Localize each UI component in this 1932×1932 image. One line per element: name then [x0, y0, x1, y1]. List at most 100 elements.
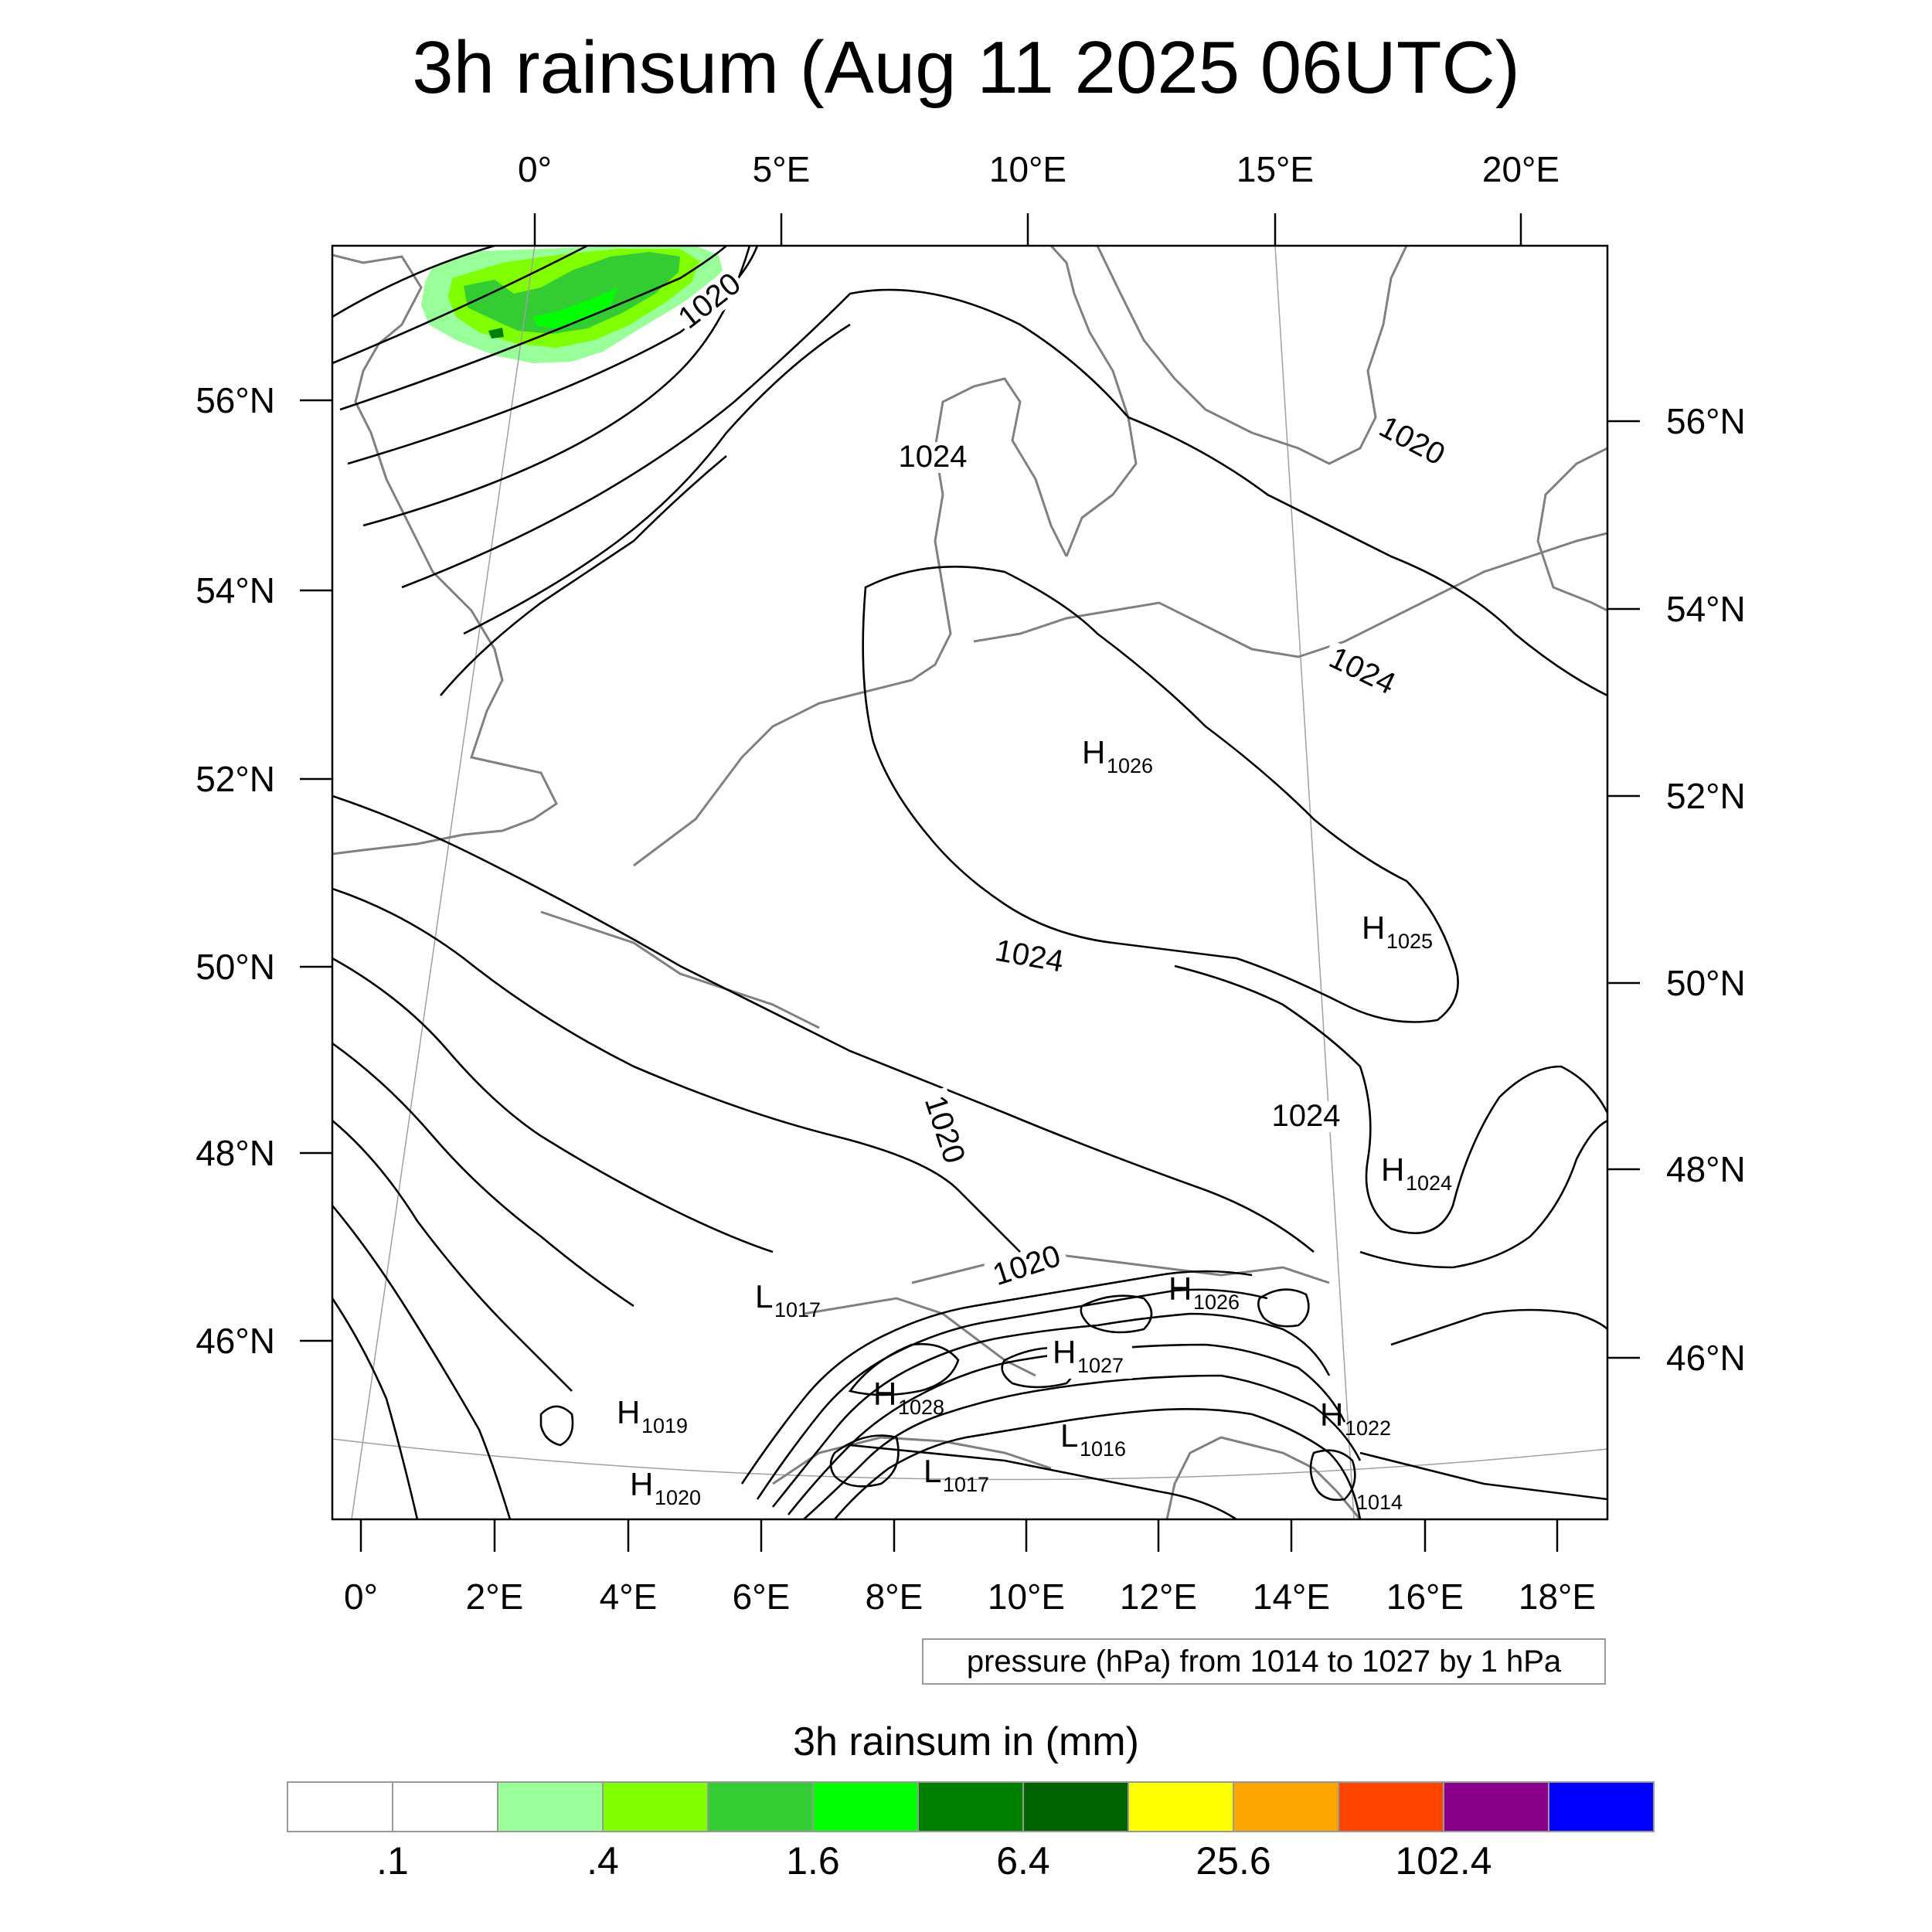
bottom-lon-label: 10°E [988, 1577, 1065, 1617]
svg-text:H: H [1053, 1334, 1076, 1370]
colorbar [287, 1781, 1655, 1832]
pressure-center: H 1022 [1320, 1396, 1391, 1440]
isobar-label: 1024 [899, 440, 968, 474]
top-lon-label: 0° [518, 149, 552, 189]
right-lat-label: 46°N [1666, 1338, 1746, 1378]
isobar [332, 1120, 573, 1392]
bottom-lon-label: 2°E [466, 1577, 524, 1617]
isobar [332, 1042, 634, 1308]
rain-shading [421, 246, 723, 363]
alpine-isobar [756, 1288, 1268, 1500]
isobar [332, 246, 495, 318]
top-lon-label: 20°E [1482, 149, 1560, 189]
border-france-belgium [540, 910, 820, 1029]
pressure-center: H 1024 [1381, 1151, 1452, 1195]
isobar [332, 1298, 419, 1519]
svg-text:H: H [617, 1394, 640, 1430]
isobar [849, 1444, 1237, 1519]
svg-text:1020: 1020 [655, 1486, 701, 1509]
pressure-center: L 1017 [923, 1453, 989, 1496]
isobar [1359, 1451, 1607, 1501]
svg-text:1026: 1026 [1107, 754, 1153, 777]
isobar [332, 246, 588, 365]
alpine-isobar [1080, 1294, 1153, 1334]
isobar [332, 1205, 512, 1519]
pressure-center: 1014 [1356, 1491, 1403, 1514]
colorbar-label: .4 [587, 1839, 619, 1883]
alpine-isobar [829, 1434, 900, 1488]
contour-info-box: pressure (hPa) from 1014 to 1027 by 1 hP… [922, 1638, 1606, 1685]
meridian-15e [1274, 246, 1355, 1519]
alpine-isobar [803, 1374, 1362, 1519]
bottom-lon-label: 16°E [1386, 1577, 1464, 1617]
left-lat-label: 52°N [196, 759, 275, 799]
rain-area-dark [488, 328, 504, 338]
svg-text:H: H [1082, 734, 1105, 770]
pressure-center: H 1028 [873, 1376, 944, 1419]
svg-text:H: H [1320, 1396, 1343, 1433]
svg-text:H: H [1168, 1270, 1192, 1307]
pressure-center: H 1027 [1047, 1334, 1132, 1379]
coast-sweden [1096, 246, 1408, 465]
alpine-isobar [848, 1342, 960, 1396]
colorbar-label: 102.4 [1395, 1839, 1492, 1883]
right-lat-label: 48°N [1666, 1149, 1746, 1189]
colorbar-swatch [602, 1781, 709, 1832]
isobar [332, 957, 774, 1253]
isobar-label: 1020 [918, 1091, 971, 1167]
right-lat-label: 56°N [1666, 401, 1746, 441]
right-latitude-labels: 56°N 54°N 52°N 50°N 48°N 46°N [1666, 401, 1746, 1378]
svg-text:1017: 1017 [774, 1298, 821, 1321]
bottom-lon-label: 18°E [1519, 1577, 1596, 1617]
meridian-0 [351, 246, 536, 1519]
svg-text:1028: 1028 [898, 1396, 944, 1419]
top-lon-label: 15°E [1236, 149, 1314, 189]
colorbar-swatch [392, 1781, 498, 1832]
svg-text:L: L [755, 1278, 773, 1315]
pressure-centers: H 1026 H 1025 H 1024 L 1017 H 1026 H 1027 H 102… [617, 734, 1452, 1514]
colorbar-swatch [1443, 1781, 1549, 1832]
isobar-label: 1024 [992, 934, 1066, 979]
isobar-labels: 1020 1024 1020 1024 1024 1020 [671, 267, 1454, 1294]
top-lon-label: 5°E [753, 149, 811, 189]
isobar [862, 566, 1459, 1023]
colorbar-swatch [1128, 1781, 1234, 1832]
rain-area-heavy [464, 252, 680, 334]
colorbar-swatch [812, 1781, 919, 1832]
right-lat-label: 52°N [1666, 776, 1746, 816]
alpine-isobar [740, 1270, 1253, 1485]
alpine-isobar [539, 1405, 574, 1447]
colorbar-swatch [707, 1781, 814, 1832]
isobar [440, 455, 727, 696]
svg-text:1025: 1025 [1386, 930, 1433, 953]
top-longitude-labels: 0° 5°E 10°E 15°E 20°E [518, 149, 1560, 189]
bottom-lon-label: 14°E [1253, 1577, 1330, 1617]
svg-text:H: H [1362, 910, 1385, 946]
pressure-center: H 1025 [1362, 910, 1433, 953]
svg-text:H: H [873, 1376, 896, 1412]
isobar [332, 887, 1021, 1253]
pressure-center: H 1026 [1168, 1270, 1240, 1314]
alpine-isobar [834, 1408, 1362, 1519]
alpine-isobar [1257, 1288, 1310, 1328]
colorbar-title: 3h rainsum in (mm) [793, 1719, 1139, 1764]
svg-text:L: L [1060, 1417, 1078, 1454]
left-lat-label: 46°N [196, 1321, 275, 1361]
colorbar-swatch [1548, 1781, 1655, 1832]
left-lat-label: 56°N [196, 380, 275, 420]
coast-baltic-east [1536, 447, 1607, 612]
colorbar-label: 25.6 [1196, 1839, 1270, 1883]
coast-denmark-east [1049, 246, 1138, 557]
rain-area-bright [533, 287, 618, 328]
map-frame [331, 244, 1609, 1521]
colorbar-label: 1.6 [786, 1839, 840, 1883]
coast-adriatic [1165, 1436, 1362, 1519]
svg-text:H: H [1381, 1151, 1404, 1188]
colorbar-label: .1 [376, 1839, 409, 1883]
colorbar-swatch [287, 1781, 393, 1832]
pressure-center: H 1026 [1082, 734, 1153, 777]
svg-text:1024: 1024 [1406, 1172, 1452, 1195]
svg-text:1017: 1017 [943, 1473, 989, 1496]
colorbar-label: 6.4 [996, 1839, 1050, 1883]
